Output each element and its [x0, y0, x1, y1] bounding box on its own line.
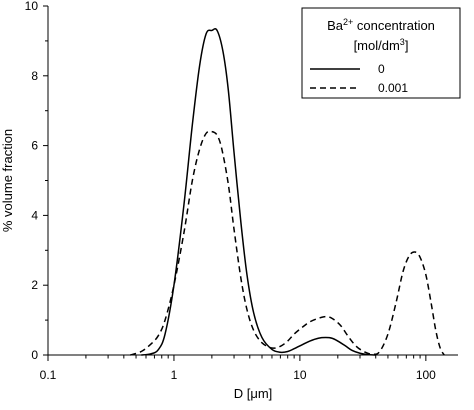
y-tick-label: 0 [31, 348, 38, 362]
series-line-0-001 [130, 130, 445, 356]
x-axis-ticks: 0.1 1 10 100 [40, 355, 436, 382]
legend-title-line-2: [mol/dm3] [354, 37, 409, 53]
legend: Ba2+ concentration [mol/dm3] 0 0.001 [301, 7, 461, 99]
series-layer [130, 28, 445, 356]
y-tick-label: 4 [31, 208, 38, 222]
legend-title-unit-close: ] [405, 38, 409, 53]
series-line-0 [141, 28, 376, 356]
y-tick-label: 8 [31, 69, 38, 83]
y-tick-label: 2 [31, 278, 38, 292]
legend-label-0: 0 [378, 62, 385, 76]
y-tick-label: 6 [31, 139, 38, 153]
x-axis-title: D [μm] [234, 386, 273, 401]
legend-title-line-1: Ba2+ concentration [327, 17, 435, 33]
legend-label-0-001: 0.001 [378, 81, 408, 95]
legend-title-unit: [mol/dm [354, 38, 400, 53]
legend-title-ion-charge: 2+ [343, 17, 353, 27]
legend-title-label: concentration [353, 18, 435, 33]
x-tick-label: 10 [293, 368, 307, 382]
y-axis-ticks: 0 2 4 6 8 10 [25, 0, 48, 362]
x-tick-label: 1 [171, 368, 178, 382]
legend-entries: 0 0.001 [310, 62, 408, 95]
y-tick-label: 10 [25, 0, 39, 13]
legend-title-ion: Ba [327, 18, 344, 33]
x-tick-label: 100 [416, 368, 436, 382]
y-axis-title: % volume fraction [0, 129, 15, 232]
x-tick-label: 0.1 [40, 368, 57, 382]
legend-box [301, 7, 461, 99]
legend-title-unit-exponent: 3 [400, 37, 405, 47]
